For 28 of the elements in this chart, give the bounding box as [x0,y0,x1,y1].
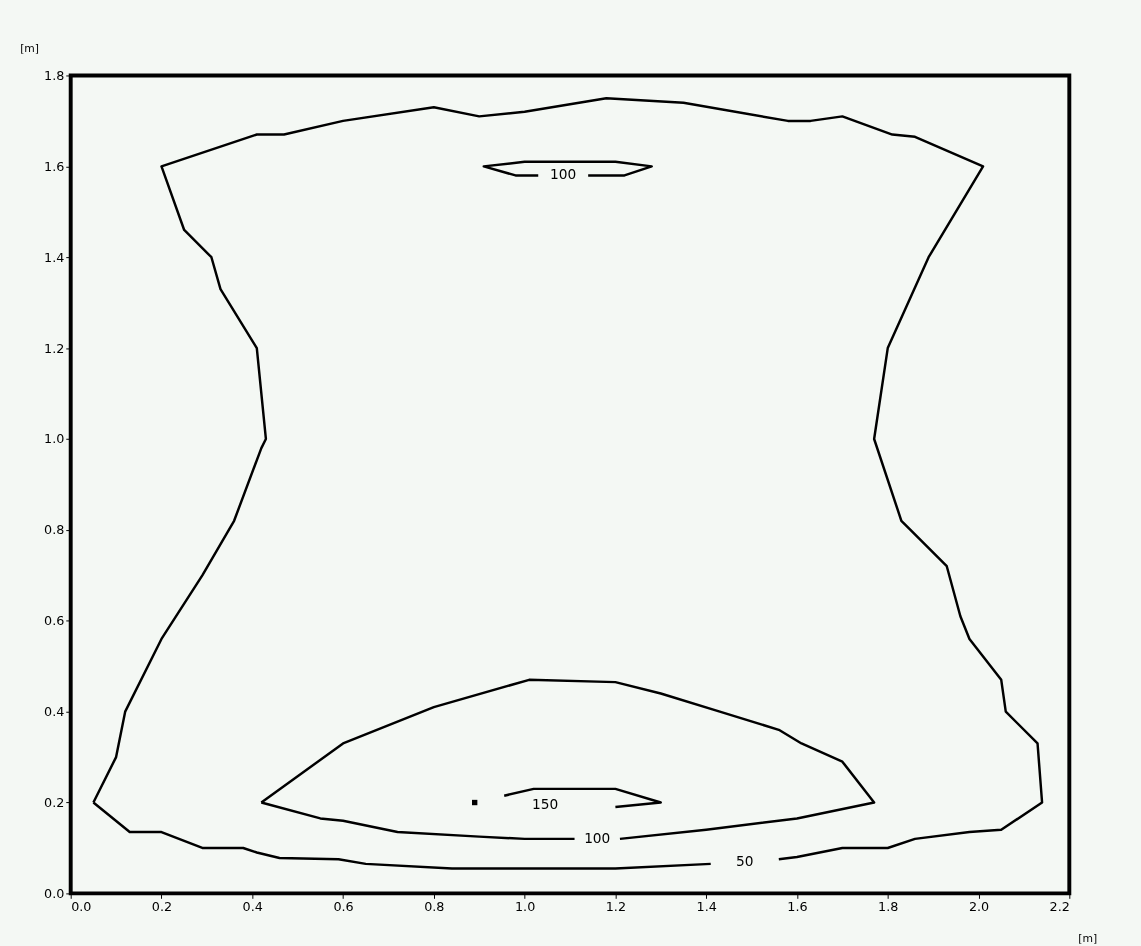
y-tick-label: 0.2 [44,794,65,810]
x-tick-label: 2.0 [968,898,990,914]
x-tick-label: 1.0 [514,898,536,914]
y-axis-title: [m] [20,42,40,56]
x-tick-label: 2.2 [1049,898,1070,914]
x-tick-label: 0.8 [424,898,445,914]
x-tick-label: 0.4 [242,898,263,914]
y-tick-label: 0.0 [44,885,65,901]
series-label: 150 [531,795,559,812]
x-tick-label: 1.8 [878,898,899,914]
x-tick-label: 0.0 [71,898,92,914]
y-tick-label: 0.4 [44,704,65,720]
series-label: 50 [736,852,754,869]
y-tick-label: 1.4 [44,249,65,265]
x-tick-label: 0.6 [333,898,354,914]
series-label: 100 [584,829,611,846]
y-tick-label: 1.0 [44,431,65,447]
y-tick-label: 1.6 [44,158,65,174]
x-tick-label: 1.4 [696,898,717,914]
y-tick-label: 0.6 [44,613,65,629]
y-tick-label: 1.8 [44,67,65,83]
x-tick-label: 1.2 [605,898,627,914]
series-label: 100 [550,166,577,183]
y-tick-label: 1.2 [44,340,65,356]
x-tick-label: 1.6 [787,898,808,914]
y-tick-label: 0.8 [44,522,65,538]
x-axis-title: [m] [1078,932,1098,946]
x-tick-label: 0.2 [151,898,173,914]
